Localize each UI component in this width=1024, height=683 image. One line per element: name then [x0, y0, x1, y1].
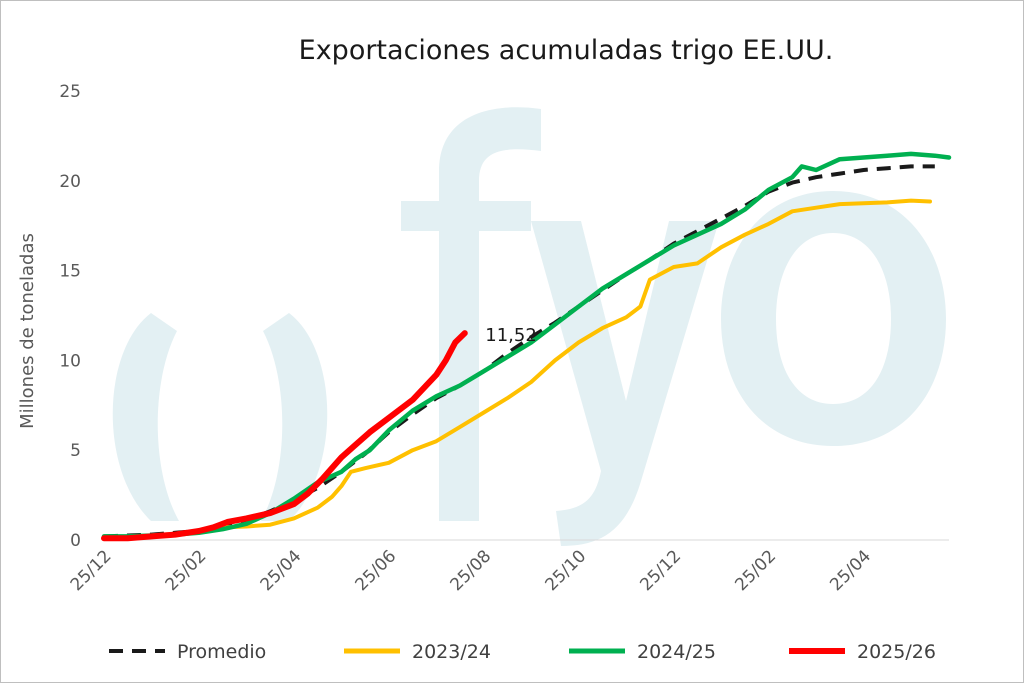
- legend-label: 2025/26: [857, 641, 936, 663]
- y-tick-label: 0: [70, 531, 81, 551]
- y-tick-label: 25: [59, 82, 81, 102]
- x-tick-label: 25/12: [636, 546, 685, 595]
- legend-label: Promedio: [177, 641, 266, 663]
- legend-label: 2024/25: [637, 641, 716, 663]
- series-lines: [101, 151, 952, 542]
- chart-title: Exportaciones acumuladas trigo EE.UU.: [299, 35, 834, 66]
- x-tick-label: 25/04: [826, 546, 875, 595]
- x-tick-label: 25/02: [162, 546, 211, 595]
- x-tick-label: 25/10: [541, 546, 590, 595]
- y-tick-label: 5: [70, 441, 81, 461]
- legend: Promedio 2023/24 2024/25 2025/26: [109, 641, 936, 663]
- y-tick-label: 10: [59, 351, 81, 371]
- series-line-2024-25: [101, 151, 952, 539]
- x-tick-label: 25/08: [447, 546, 496, 595]
- x-tick-label: 25/06: [352, 546, 401, 595]
- y-tick-label: 15: [59, 262, 81, 282]
- y-tick-label: 20: [59, 172, 81, 192]
- last-value-annotation: 11,52: [485, 325, 537, 346]
- y-axis-label: Millones de toneladas: [17, 233, 38, 429]
- x-tick-label: 25/04: [257, 546, 306, 595]
- x-tick-label: 25/12: [67, 546, 116, 595]
- x-tick-label: 25/02: [731, 546, 780, 595]
- legend-label: 2023/24: [412, 641, 491, 663]
- series-line-2025-26: [101, 330, 468, 542]
- x-tick-labels: 25/12 25/02 25/04 25/06 25/08 25/10 25/12 25/02…: [67, 546, 875, 595]
- fyo-watermark: [112, 107, 946, 546]
- series-line-2023-24: [102, 198, 932, 541]
- y-tick-labels: 0 5 10 15 20 25: [59, 82, 81, 551]
